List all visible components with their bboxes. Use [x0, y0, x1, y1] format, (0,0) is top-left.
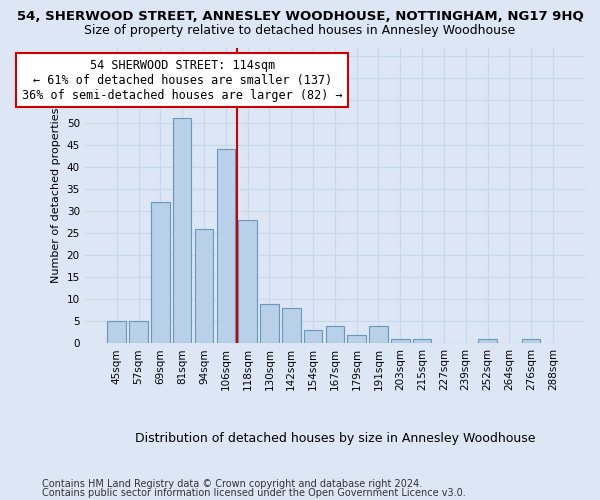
Bar: [282, 308, 301, 344]
Bar: [238, 220, 257, 344]
X-axis label: Distribution of detached houses by size in Annesley Woodhouse: Distribution of detached houses by size …: [134, 432, 535, 445]
Bar: [413, 339, 431, 344]
Y-axis label: Number of detached properties: Number of detached properties: [51, 108, 61, 283]
Text: 54 SHERWOOD STREET: 114sqm
← 61% of detached houses are smaller (137)
36% of sem: 54 SHERWOOD STREET: 114sqm ← 61% of deta…: [22, 58, 343, 102]
Text: 54, SHERWOOD STREET, ANNESLEY WOODHOUSE, NOTTINGHAM, NG17 9HQ: 54, SHERWOOD STREET, ANNESLEY WOODHOUSE,…: [17, 10, 583, 23]
Bar: [478, 339, 497, 344]
Bar: [304, 330, 322, 344]
Bar: [369, 326, 388, 344]
Bar: [217, 149, 235, 344]
Bar: [173, 118, 191, 344]
Bar: [347, 334, 366, 344]
Bar: [391, 339, 410, 344]
Text: Contains HM Land Registry data © Crown copyright and database right 2024.: Contains HM Land Registry data © Crown c…: [42, 479, 422, 489]
Bar: [107, 322, 126, 344]
Bar: [260, 304, 279, 344]
Bar: [129, 322, 148, 344]
Text: Contains public sector information licensed under the Open Government Licence v3: Contains public sector information licen…: [42, 488, 466, 498]
Bar: [151, 202, 170, 344]
Bar: [522, 339, 541, 344]
Text: Size of property relative to detached houses in Annesley Woodhouse: Size of property relative to detached ho…: [85, 24, 515, 37]
Bar: [326, 326, 344, 344]
Bar: [195, 228, 213, 344]
